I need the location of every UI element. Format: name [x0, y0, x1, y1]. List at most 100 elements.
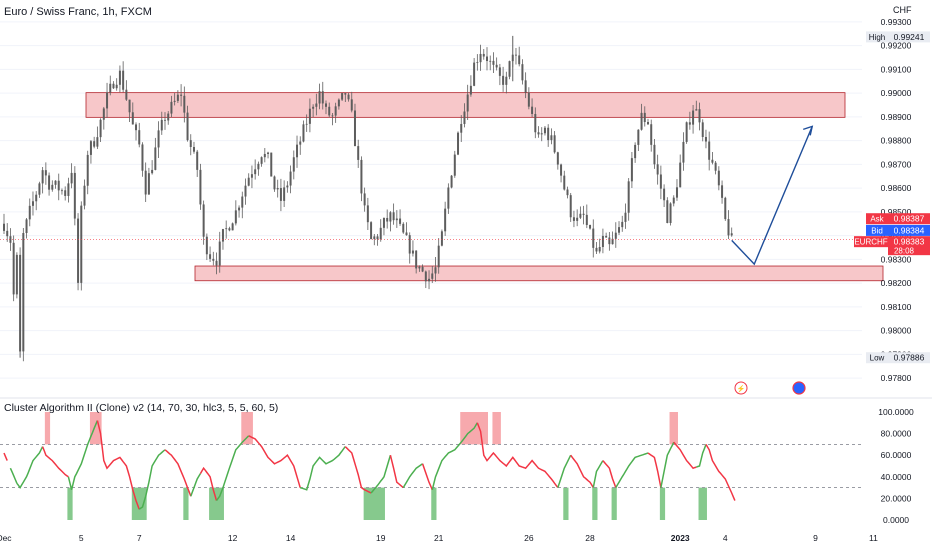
- price-tick-label: 0.98600: [881, 183, 912, 193]
- oscillator-segment: [660, 441, 675, 488]
- candle-body: [469, 85, 472, 95]
- high-value-bg: [888, 31, 930, 43]
- candle-body: [225, 228, 228, 230]
- osc-tick-label: 0.0000: [883, 515, 909, 525]
- candle-body: [325, 103, 327, 107]
- oscillator-axis[interactable]: 100.0000 80.0000 60.0000 40.0000 20.0000 0.00…: [878, 407, 914, 525]
- candle-body: [302, 124, 305, 142]
- oversold-bar: [698, 487, 707, 520]
- time-tick-label: 4: [723, 533, 728, 543]
- candle-body: [476, 62, 479, 63]
- price-axis[interactable]: 0.99300 0.99200 0.99100 0.99000 0.98900 0.988…: [881, 17, 912, 383]
- candle-body: [135, 124, 138, 131]
- candle-body: [167, 113, 170, 121]
- support-zone-rect: [194, 265, 884, 282]
- candle-body: [711, 159, 714, 163]
- support-zone[interactable]: [194, 265, 884, 282]
- candle-body: [595, 247, 598, 252]
- oscillator-segment: [16, 446, 44, 489]
- candle-body: [370, 222, 373, 239]
- candle-body: [131, 112, 134, 125]
- candle-body: [73, 172, 76, 219]
- candle-body: [54, 180, 57, 185]
- candle-body: [453, 154, 456, 176]
- candle-body: [440, 231, 443, 246]
- candle-body: [125, 89, 128, 100]
- flash-icon: [734, 381, 748, 395]
- currency-label: CHF: [893, 5, 912, 15]
- candle-body: [318, 91, 321, 104]
- indicator-title[interactable]: Cluster Algorithm II (Clone) v2 (14, 70,…: [4, 402, 279, 414]
- candle-body: [360, 159, 363, 194]
- bid-label: Bid: [871, 226, 883, 235]
- time-axis[interactable]: Dec 5 7 12 14 19 21 26 28 2023 4 9 11: [0, 533, 878, 543]
- candle-body: [382, 217, 385, 228]
- candle-body: [112, 83, 115, 89]
- resistance-zone[interactable]: [85, 92, 846, 118]
- candle-body: [257, 163, 260, 170]
- symbol-tag-bg: [854, 236, 888, 248]
- oversold-bar: [592, 487, 598, 520]
- resistance-zone-rect: [85, 92, 846, 118]
- candle-body: [566, 189, 569, 196]
- candle-body: [173, 100, 176, 102]
- candle-body: [692, 110, 695, 125]
- oscillator-segment: [215, 435, 250, 502]
- overbought-bar: [89, 412, 102, 445]
- oversold-bar: [67, 487, 73, 520]
- time-tick-label: Dec: [0, 533, 12, 543]
- oscillator-segment: [602, 460, 617, 488]
- candle-body: [395, 218, 398, 221]
- candle-body: [431, 273, 434, 279]
- candle-body: [540, 133, 543, 135]
- oscillator-segment: [3, 452, 8, 461]
- oscillator-segment: [344, 446, 372, 494]
- candle-body: [241, 196, 244, 208]
- candle-body: [9, 236, 12, 243]
- candle-body: [31, 201, 34, 206]
- time-tick-label: 14: [286, 533, 296, 543]
- candle-body: [457, 132, 460, 155]
- flash-icon-glyph: ⚡: [737, 384, 746, 393]
- candle-body: [80, 205, 83, 283]
- candle-body: [424, 271, 427, 282]
- projection-arrow[interactable]: [731, 125, 814, 266]
- ask-value-bg: [888, 213, 930, 225]
- candle-body: [228, 228, 231, 231]
- ask-label-bg: [866, 213, 888, 225]
- candle-body: [247, 177, 250, 186]
- candle-body: [473, 62, 476, 86]
- candle-body: [366, 205, 369, 223]
- candle-body: [634, 144, 637, 159]
- candle-body: [212, 258, 215, 261]
- oscillator-segment: [673, 441, 697, 470]
- candle-body: [708, 141, 711, 160]
- candle-body: [415, 250, 418, 269]
- candle-body: [234, 210, 237, 224]
- candle-body: [605, 235, 608, 238]
- oscillator-segment: [41, 446, 69, 478]
- candle-body: [508, 61, 511, 77]
- candle-body: [160, 119, 163, 131]
- overbought-bar: [44, 412, 51, 445]
- candle-body: [83, 185, 86, 206]
- candle-body: [589, 224, 592, 229]
- candle-body: [392, 212, 395, 221]
- candle-body: [466, 94, 469, 112]
- candle-body: [89, 141, 92, 155]
- oversold-bar: [131, 487, 147, 520]
- candle-body: [308, 108, 311, 124]
- candle-body: [402, 223, 405, 233]
- candle-body: [663, 188, 666, 201]
- candle-body: [518, 55, 521, 65]
- chart-title: Euro / Swiss Franc, 1h, FXCM: [4, 6, 152, 18]
- price-tick-label: 0.99300: [881, 17, 912, 27]
- price-tick-label: 0.98100: [881, 302, 912, 312]
- osc-tick-label: 40.0000: [881, 472, 912, 482]
- candle-body: [556, 152, 559, 165]
- candle-body: [102, 108, 105, 120]
- osc-tick-label: 100.0000: [878, 407, 914, 417]
- candle-body: [341, 93, 344, 100]
- candle-body: [495, 64, 498, 68]
